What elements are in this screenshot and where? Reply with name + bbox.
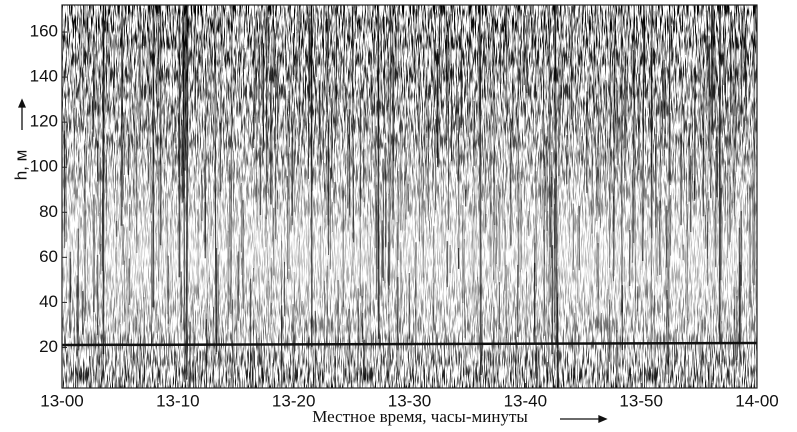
echo-streak	[322, 5, 325, 160]
echo-streak	[101, 5, 105, 271]
echo-streak	[377, 5, 380, 339]
echo-streak	[642, 5, 645, 261]
x-tick-label: 13-30	[388, 391, 431, 410]
y-tick-label: 140	[30, 67, 58, 86]
y-tick-label: 120	[30, 112, 58, 131]
x-tick-label: 14-00	[735, 391, 778, 410]
echo-streak	[214, 5, 217, 355]
echo-streak	[612, 5, 616, 282]
y-tick-label: 160	[30, 22, 58, 41]
echo-streak	[388, 5, 392, 286]
x-arrow	[560, 415, 608, 423]
echo-streak	[184, 5, 187, 171]
y-tick-label: 20	[39, 337, 58, 356]
echo-streak	[230, 5, 233, 314]
x-tick-label: 13-40	[504, 391, 547, 410]
x-tick-label: 13-50	[619, 391, 662, 410]
echo-streak	[307, 5, 310, 179]
echo-streak	[492, 5, 496, 226]
y-tick-label: 80	[39, 202, 58, 221]
y-tick-label: 60	[39, 247, 58, 266]
x-axis-label: Местное время, часы-минуты	[312, 407, 528, 426]
echo-streak	[478, 5, 482, 376]
echo-streak	[120, 5, 124, 226]
x-tick-label: 13-10	[156, 391, 199, 410]
echo-layer	[61, 341, 758, 347]
y-axis-label: h, м	[11, 150, 30, 181]
echo-streak	[710, 5, 713, 199]
y-tick-label: 100	[30, 157, 58, 176]
echo-streak	[554, 5, 558, 345]
x-tick-label: 13-00	[40, 391, 83, 410]
echo-texture	[62, 5, 757, 388]
echo-streak	[185, 5, 189, 380]
echo-streak	[548, 5, 551, 248]
echo-streak	[633, 5, 636, 321]
y-tick-label: 40	[39, 292, 58, 311]
echo-streak	[182, 5, 185, 203]
echo-streak	[265, 5, 268, 220]
echo-streak	[351, 5, 355, 243]
x-tick-label: 13-20	[272, 391, 315, 410]
y-arrow	[18, 98, 26, 130]
echo-streak	[608, 5, 612, 268]
echo-streak	[417, 5, 421, 242]
echo-streak	[668, 5, 671, 383]
